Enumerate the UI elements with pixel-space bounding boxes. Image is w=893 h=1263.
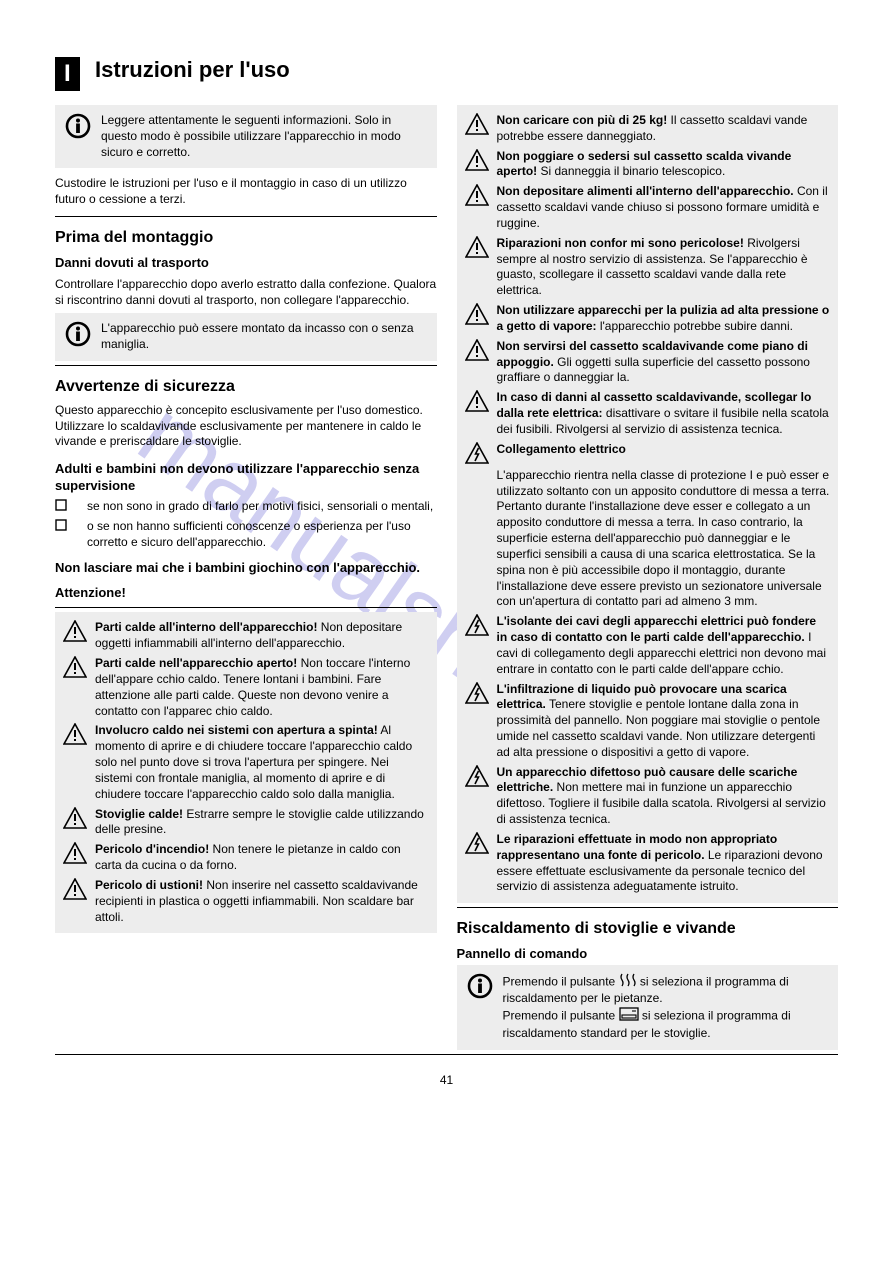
list-item: se non sono in grado di farlo per motivi… (87, 499, 437, 515)
divider (55, 1054, 838, 1055)
shock-icon (465, 682, 489, 704)
warning-item: Collegamento elettrico (465, 440, 831, 466)
warning-text: L'apparecchio rientra nella classe di pr… (497, 468, 831, 610)
info-notice-3: Premendo il pulsante si seleziona il pro… (457, 965, 839, 1050)
warning-item: Parti calde all'interno dell'apparecchio… (63, 618, 429, 654)
bullet-icon (55, 519, 79, 536)
section-safety: Avvertenze di sicurezza (55, 376, 437, 397)
warning-text: Parti calde all'interno dell'apparecchio… (95, 620, 429, 652)
warning-text: Parti calde nell'apparecchio aperto! Non… (95, 656, 429, 719)
warning-icon (63, 878, 87, 900)
shock-icon (465, 765, 489, 787)
warning-item: Parti calde nell'apparecchio aperto! Non… (63, 654, 429, 721)
page-number: 41 (55, 1073, 838, 1089)
warning-text: Un apparecchio difettoso può causare del… (497, 765, 831, 828)
divider (55, 365, 437, 366)
transport-damage-text: Controllare l'apparecchio dopo averlo es… (55, 273, 437, 313)
header: I Istruzioni per l'uso (55, 55, 838, 91)
warning-icon (63, 723, 87, 745)
info-notice-1: Leggere attentamente le seguenti informa… (55, 105, 437, 168)
main-title: Istruzioni per l'uso (95, 55, 290, 84)
warning-item: In caso di danni al cassetto scaldavivan… (465, 388, 831, 439)
warning-item: Involucro caldo nei sistemi con apertura… (63, 721, 429, 804)
warning-text: Non depositare alimenti all'interno dell… (497, 184, 831, 231)
warning-icon (465, 149, 489, 171)
section-before-mount: Prima del montaggio (55, 227, 437, 248)
warning-item: Non servirsi del cassetto scaldavivande … (465, 337, 831, 388)
sub-adults-children: Adulti e bambini non devono utilizzare l… (55, 460, 437, 496)
info-icon (467, 973, 493, 999)
divider (55, 216, 437, 217)
warning-text: Non servirsi del cassetto scaldavivande … (497, 339, 831, 386)
warning-icon (63, 807, 87, 829)
info-notice-2: L'apparecchio può essere montato da inca… (55, 313, 437, 361)
warning-icon (63, 656, 87, 678)
warning-item: Pericolo d'incendio! Non tenere le pieta… (63, 840, 429, 876)
warning-item: Non poggiare o sedersi sul cassetto scal… (465, 147, 831, 183)
info-icon (65, 321, 91, 347)
sub-transport-damage: Danni dovuti al trasporto (55, 254, 437, 273)
warning-item: Stoviglie calde! Estrarre sempre le stov… (63, 805, 429, 841)
warning-item: Un apparecchio difettoso può causare del… (465, 763, 831, 830)
info-icon (65, 113, 91, 139)
shock-icon (465, 442, 489, 464)
warning-icon (465, 303, 489, 325)
warning-panel-right: Non caricare con più di 25 kg! Il casset… (457, 105, 839, 903)
warning-icon (465, 236, 489, 258)
warning-item: Non caricare con più di 25 kg! Il casset… (465, 111, 831, 147)
warning-item: Non depositare alimenti all'interno dell… (465, 182, 831, 233)
info-text-1b: Custodire le istruzioni per l'uso e il m… (55, 172, 437, 212)
info-text-3: Premendo il pulsante si seleziona il pro… (503, 973, 829, 1042)
warning-item: Non utilizzare apparecchi per la pulizia… (465, 301, 831, 337)
warning-item: L'apparecchio rientra nella classe di pr… (465, 466, 831, 612)
warning-icon (465, 390, 489, 412)
warning-text: L'infiltrazione di liquido può provocare… (497, 682, 831, 761)
info-text-2: L'apparecchio può essere montato da inca… (101, 321, 427, 353)
warning-item: L'isolante dei cavi degli apparecchi ele… (465, 612, 831, 679)
warning-text: Non caricare con più di 25 kg! Il casset… (497, 113, 831, 145)
warning-icon (63, 620, 87, 642)
warning-text: Pericolo di ustioni! Non inserire nel ca… (95, 878, 429, 925)
warning-icon (465, 184, 489, 206)
drawer-icon (619, 1007, 639, 1026)
warning-text: Non poggiare o sedersi sul cassetto scal… (497, 149, 831, 181)
warning-icon (465, 113, 489, 135)
sub-control-panel: Pannello di comando (457, 945, 839, 964)
heat-waves-icon (619, 973, 637, 992)
shock-icon (465, 614, 489, 636)
warning-text: Pericolo d'incendio! Non tenere le pieta… (95, 842, 429, 874)
divider (457, 907, 839, 908)
info-text-1: Leggere attentamente le seguenti informa… (101, 113, 427, 160)
section-heating: Riscaldamento di stoviglie e vivande (457, 918, 839, 939)
columns: Leggere attentamente le seguenti informa… (55, 105, 838, 1050)
warning-icon (465, 339, 489, 361)
warning-panel-left: Parti calde all'interno dell'apparecchio… (55, 612, 437, 933)
warning-text: Collegamento elettrico (497, 442, 831, 458)
warning-text: Involucro caldo nei sistemi con apertura… (95, 723, 429, 802)
bullet-icon (55, 499, 79, 516)
warning-text: L'isolante dei cavi degli apparecchi ele… (497, 614, 831, 677)
sub-children: Non lasciare mai che i bambini giochino … (55, 559, 437, 578)
warning-icon (63, 842, 87, 864)
page-root: I Istruzioni per l'uso Leggere attentame… (0, 0, 893, 1109)
right-column: Non caricare con più di 25 kg! Il casset… (457, 105, 839, 1050)
warning-item: Pericolo di ustioni! Non inserire nel ca… (63, 876, 429, 927)
warning-text: Non utilizzare apparecchi per la pulizia… (497, 303, 831, 335)
list-item: o se non hanno sufficienti conoscenze o … (87, 519, 437, 551)
divider (55, 607, 437, 608)
safety-list: se non sono in grado di farlo per motivi… (55, 497, 437, 553)
warning-item: Riparazioni non confor mi sono pericolos… (465, 234, 831, 301)
warning-text: Le riparazioni effettuate in modo non ap… (497, 832, 831, 895)
language-indicator: I (55, 57, 80, 91)
warning-text: Stoviglie calde! Estrarre sempre le stov… (95, 807, 429, 839)
sub-attention: Attenzione! (55, 584, 437, 603)
warning-item: L'infiltrazione di liquido può provocare… (465, 680, 831, 763)
left-column: Leggere attentamente le seguenti informa… (55, 105, 437, 1050)
warning-text: Riparazioni non confor mi sono pericolos… (497, 236, 831, 299)
warning-text: In caso di danni al cassetto scaldavivan… (497, 390, 831, 437)
warning-item: Le riparazioni effettuate in modo non ap… (465, 830, 831, 897)
safety-intro: Questo apparecchio è concepito esclusiva… (55, 399, 437, 454)
shock-icon (465, 832, 489, 854)
